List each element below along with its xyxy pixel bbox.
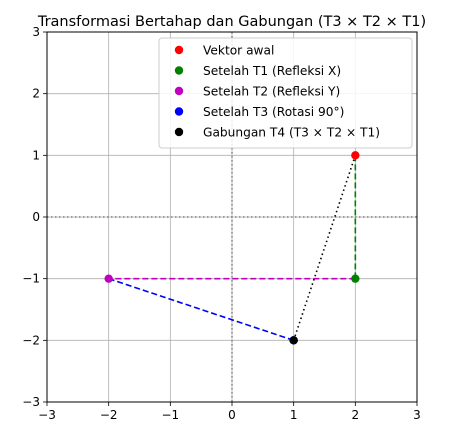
legend-marker-5	[174, 127, 184, 137]
y-tick-label: 2	[32, 87, 40, 101]
x-tick-label: 0	[228, 408, 236, 422]
connector-line-4	[292, 155, 357, 341]
connector-line-3	[108, 277, 294, 342]
axis-ticks: −3 −2 −1 0 1 2 3 −3 −2 −1 0 1 2 3	[22, 25, 421, 422]
legend-marker-1	[174, 45, 184, 55]
point-2	[351, 274, 360, 283]
x-tick-label: −1	[161, 408, 179, 422]
point-1	[351, 151, 360, 160]
chart-title: Transformasi Bertahap dan Gabungan (T3 ×…	[37, 14, 426, 30]
y-tick-label: −3	[22, 395, 40, 409]
x-tick-label: 2	[352, 408, 360, 422]
legend-marker-2	[174, 66, 184, 75]
legend-label-3: Setelah T2 (Refleksi Y)	[203, 85, 340, 99]
y-tick-label: 1	[32, 148, 40, 162]
connector-lines	[108, 155, 357, 342]
legend-marker-3	[174, 86, 184, 96]
point-5	[289, 336, 298, 345]
y-tick-label: 0	[32, 210, 40, 224]
data-points	[104, 151, 360, 345]
x-tick-label: −2	[100, 408, 118, 422]
legend-label-5: Gabungan T4 (T3 × T2 × T1)	[203, 126, 380, 140]
legend-label-2: Setelah T1 (Refleksi X)	[203, 64, 341, 78]
legend-box	[158, 37, 413, 149]
x-tick-label: 3	[413, 408, 421, 422]
y-tick-label: −2	[22, 333, 40, 347]
y-tick-label: 3	[32, 25, 40, 39]
x-tick-label: 1	[290, 408, 298, 422]
legend-label-4: Setelah T3 (Rotasi 90°)	[203, 105, 344, 119]
legend: Vektor awal Setelah T1 (Refleksi X) Setela…	[158, 37, 413, 149]
reference-lines	[47, 32, 417, 402]
legend-label-1: Vektor awal	[203, 44, 274, 58]
point-3	[104, 274, 113, 283]
legend-marker-4	[174, 107, 184, 116]
y-tick-label: −1	[22, 272, 40, 286]
x-tick-label: −3	[38, 408, 56, 422]
